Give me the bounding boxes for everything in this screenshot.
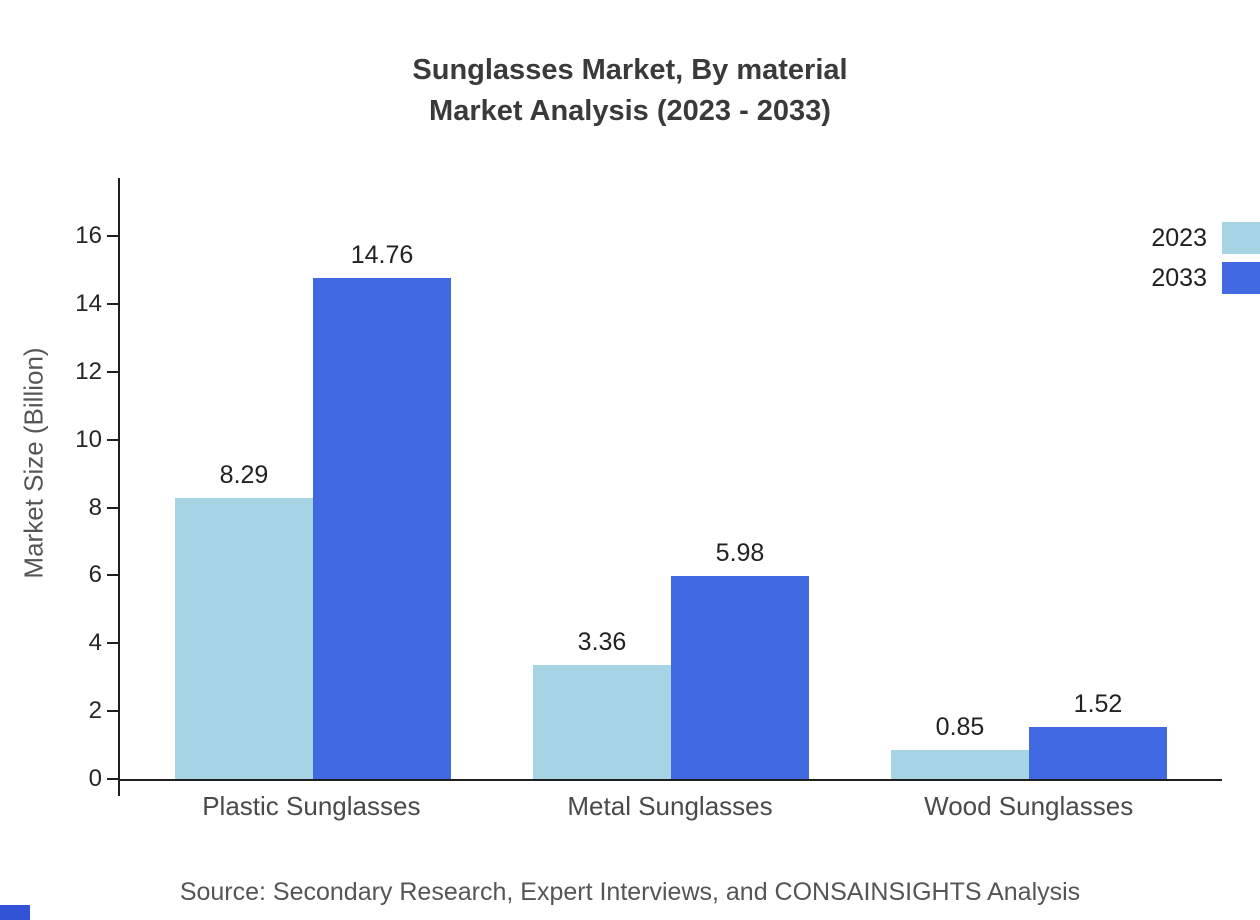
- plot-area: 0 2 4 6 8 10 12 14 16 8.29 14.76 3.36 5.98 0.85 1.52: [75, 178, 1222, 796]
- y-tick-mark: 14: [75, 290, 118, 317]
- chart-title-line2: Market Analysis (2023 - 2033): [429, 95, 831, 127]
- y-tick-label: 0: [88, 765, 102, 792]
- y-axis-overhang: [118, 779, 120, 796]
- chart-title-line1: Sunglasses Market, By material: [412, 54, 848, 86]
- source-note: Source: Secondary Research, Expert Inter…: [179, 878, 1081, 906]
- y-tick-mark: 0: [89, 765, 118, 792]
- bar-value-label: 14.76: [350, 241, 414, 270]
- y-tick-label: 2: [88, 697, 102, 725]
- legend-label: 2033: [1151, 263, 1207, 292]
- bar-value-label: 0.85: [935, 713, 985, 742]
- bar-group: 0.85 1.52: [850, 690, 1208, 779]
- y-tick-label: 12: [75, 357, 102, 385]
- bar-2033: 14.76: [313, 241, 451, 779]
- x-category-label: Metal Sunglasses: [567, 791, 773, 821]
- y-tick-label: 4: [88, 629, 102, 657]
- corner-watermark: [0, 905, 30, 920]
- legend-swatch: [1222, 222, 1260, 254]
- y-tick-mark: 2: [89, 697, 118, 724]
- bar-value-label: 5.98: [715, 539, 765, 568]
- bar-2023: 8.29: [175, 461, 313, 779]
- x-category-label: Wood Sunglasses: [924, 791, 1134, 821]
- y-tick-label: 8: [88, 493, 102, 521]
- x-axis-labels: Plastic Sunglasses Metal Sunglasses Wood S…: [118, 791, 1222, 822]
- bar-group: 8.29 14.76: [134, 241, 492, 779]
- y-tick-mark: 10: [75, 426, 118, 453]
- y-axis-title: Market Size (Billion): [18, 347, 49, 579]
- legend-item: 2033: [1151, 262, 1260, 294]
- bar-value-label: 1.52: [1073, 690, 1123, 719]
- bar-value-label: 3.36: [577, 627, 627, 656]
- y-tick-mark: 4: [89, 629, 118, 656]
- y-tick-mark: 8: [89, 494, 118, 521]
- y-tick-label: 10: [75, 425, 102, 453]
- bar-2023: 0.85: [891, 713, 1029, 779]
- y-tick-mark: 6: [89, 561, 118, 588]
- chart-title: Sunglasses Market, By material Market An…: [0, 50, 1260, 132]
- legend-swatch: [1222, 262, 1260, 294]
- bar-group: 3.36 5.98: [492, 539, 850, 779]
- bar-value-label: 8.29: [219, 460, 269, 489]
- bars: 8.29 14.76 3.36 5.98 0.85 1.52: [120, 178, 1222, 779]
- legend-label: 2023: [1151, 223, 1207, 252]
- legend-item: 2023: [1151, 222, 1260, 254]
- x-category-label: Plastic Sunglasses: [202, 791, 421, 821]
- legend: 2023 2033: [1151, 222, 1260, 294]
- y-tick-label: 14: [75, 289, 102, 317]
- y-tick-label: 16: [75, 222, 102, 249]
- y-tick-mark: 16: [75, 222, 118, 249]
- y-tick-mark: 12: [75, 358, 118, 385]
- bar-2033: 1.52: [1029, 690, 1167, 779]
- bar-2023: 3.36: [533, 628, 671, 779]
- y-tick-label: 6: [88, 561, 102, 589]
- bar-2033: 5.98: [671, 539, 809, 779]
